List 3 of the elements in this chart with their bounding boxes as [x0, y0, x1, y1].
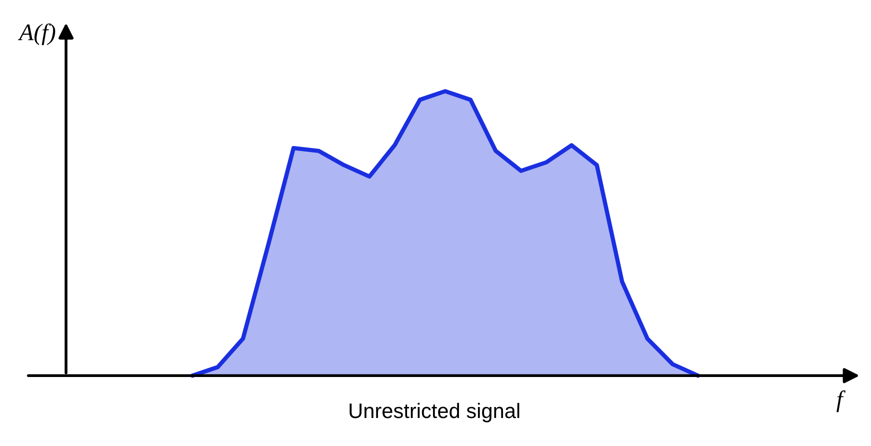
x-axis-title: f [836, 390, 846, 412]
y-axis-title: A(f) [18, 23, 56, 46]
text: Unrestricted signal [350, 402, 520, 422]
